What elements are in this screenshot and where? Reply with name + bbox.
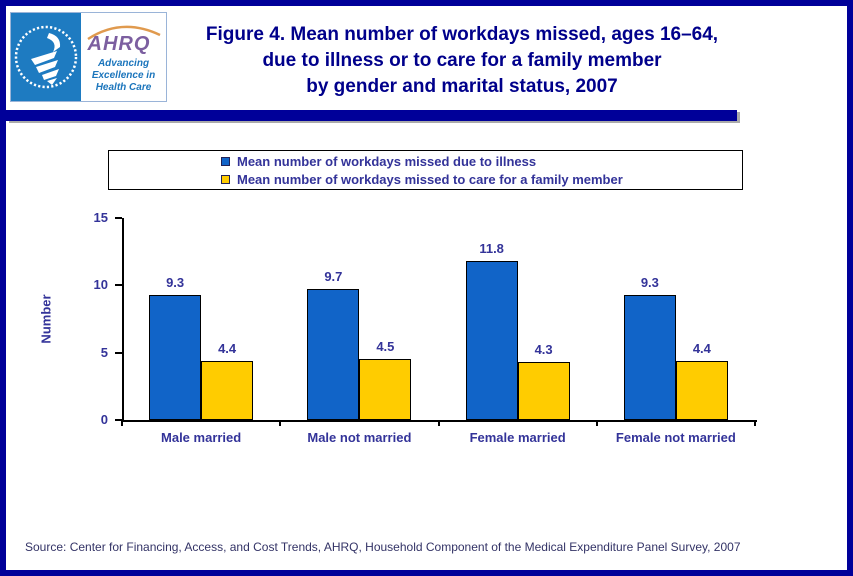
hhs-eagle-icon — [14, 25, 78, 89]
y-tick — [115, 419, 122, 421]
figure-title-line: due to illness or to care for a family m… — [262, 50, 662, 71]
legend-item-illness: Mean number of workdays missed due to il… — [221, 154, 742, 169]
x-tick — [437, 420, 440, 426]
bar — [623, 294, 676, 420]
y-tick-label: 10 — [93, 277, 108, 293]
bar-value-label: 4.4 — [692, 340, 711, 356]
x-tick — [121, 420, 123, 426]
legend-item-family-care: Mean number of workdays missed to care f… — [221, 172, 742, 187]
ahrq-arc-icon — [86, 25, 161, 40]
ahrq-hhs-logo: AHRQ Advancing Excellence in Health Care — [10, 12, 167, 102]
figure-title-line: Figure 4. Mean number of workdays missed… — [205, 24, 719, 45]
x-tick — [754, 420, 756, 426]
bar — [307, 289, 360, 420]
legend-swatch-blue-icon — [221, 156, 230, 166]
bar-value-label: 4.5 — [376, 339, 395, 355]
legend-swatch-yellow-icon — [221, 174, 230, 184]
bar — [149, 294, 202, 420]
category-label: Male married — [161, 430, 242, 445]
bar — [517, 362, 570, 420]
title-divider — [6, 110, 737, 121]
legend-label: Mean number of workdays missed to care f… — [237, 171, 623, 187]
bar — [201, 360, 254, 420]
tagline-line: Excellence in — [91, 69, 156, 81]
figure-title-line: by gender and marital status, 2007 — [306, 76, 618, 97]
x-tick — [279, 420, 282, 426]
y-tick — [115, 284, 122, 287]
figure-title: Figure 4. Mean number of workdays missed… — [162, 22, 762, 100]
tagline-line: Health Care — [95, 81, 152, 93]
bar-value-label: 4.3 — [534, 342, 553, 358]
category-label: Female not married — [615, 430, 736, 445]
bar-value-label: 9.3 — [640, 274, 659, 290]
y-tick-label: 0 — [100, 412, 108, 427]
x-tick — [595, 420, 598, 426]
y-tick — [115, 351, 122, 354]
bar — [359, 359, 412, 420]
bar-value-label: 4.4 — [218, 340, 237, 356]
legend-label: Mean number of workdays missed due to il… — [237, 153, 537, 169]
category-label: Female married — [469, 430, 566, 445]
bar-value-label: 9.3 — [166, 274, 185, 290]
hhs-seal — [11, 13, 81, 101]
y-tick — [115, 217, 122, 219]
bar — [675, 360, 728, 420]
y-tick-label: 15 — [93, 210, 108, 225]
bar — [465, 261, 518, 420]
ahrq-panel: AHRQ Advancing Excellence in Health Care — [81, 13, 166, 101]
bar-value-label: 11.8 — [479, 241, 504, 257]
ahrq-acronym: AHRQ — [87, 32, 151, 55]
bar-value-label: 9.7 — [324, 269, 343, 285]
y-axis — [122, 218, 124, 421]
x-axis — [122, 420, 757, 422]
source-note: Source: Center for Financing, Access, an… — [25, 540, 741, 554]
tagline-line: Advancing — [97, 57, 150, 69]
y-tick-label: 5 — [100, 344, 108, 360]
ahrq-tagline: Advancing Excellence in Health Care — [92, 58, 155, 94]
y-axis-title: Number — [38, 294, 54, 344]
category-label: Male not married — [307, 430, 412, 445]
chart-legend: Mean number of workdays missed due to il… — [108, 150, 743, 190]
